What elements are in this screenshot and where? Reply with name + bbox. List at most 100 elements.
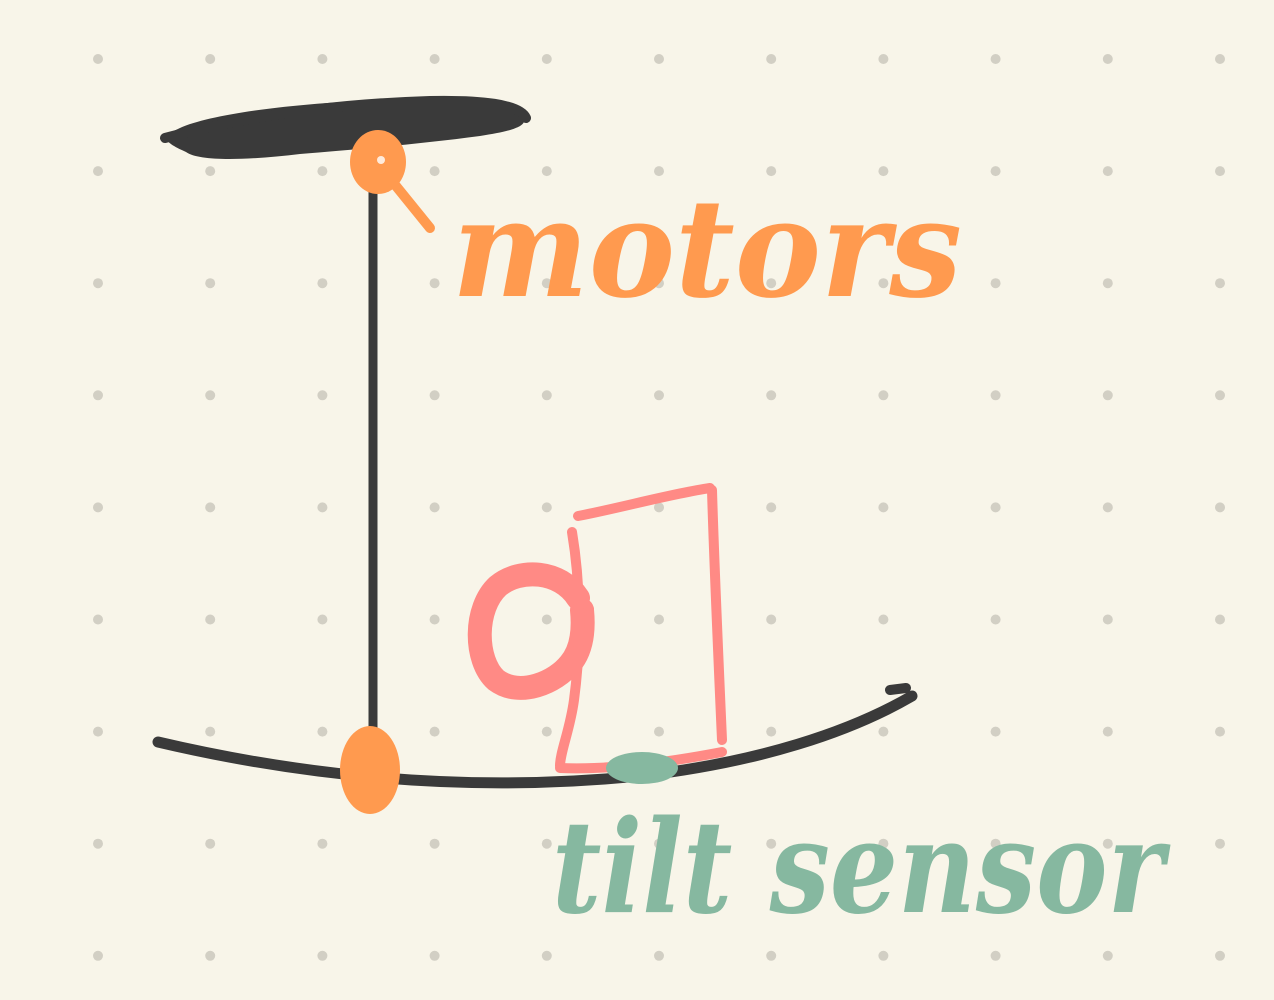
top-motor-pointer (391, 181, 435, 233)
grid-dot (766, 726, 777, 737)
grid-dot (93, 614, 103, 625)
grid-dot (205, 614, 216, 625)
grid-dot (1102, 166, 1113, 177)
tilt-sensor (606, 752, 678, 784)
grid-dot (541, 54, 552, 64)
grid-dot (1102, 838, 1113, 849)
box-top-edge (573, 483, 715, 521)
grid-dot (317, 278, 328, 289)
grid-dot (1102, 614, 1113, 625)
grid-dot (766, 390, 777, 401)
top-motor-hub (377, 156, 385, 164)
grid-dot (990, 950, 1001, 961)
grid-dot (93, 54, 103, 64)
grid-dot (766, 950, 777, 961)
grid-dot (878, 950, 889, 961)
grid-dot (429, 726, 440, 737)
grid-dot (766, 502, 777, 513)
grid-dot (654, 726, 664, 737)
grid-dot (654, 54, 664, 64)
grid-dot (1215, 726, 1225, 737)
grid-dot (1102, 278, 1113, 289)
grid-dot (654, 278, 664, 289)
grid-dot (541, 502, 552, 513)
grid-dot (205, 54, 216, 64)
grid-dot (1215, 838, 1225, 849)
grid-dot (878, 838, 889, 849)
bottom-beam (152, 690, 918, 789)
grid-dot (878, 278, 889, 289)
grid-dot (654, 614, 664, 625)
grid-dot (541, 838, 552, 849)
grid-dot (205, 166, 216, 177)
grid-dot (541, 614, 552, 625)
grid-dot (1215, 166, 1225, 177)
grid-dot (766, 166, 777, 177)
grid-dot (1215, 502, 1225, 513)
tilt-sensor-label: tilt sensor (552, 793, 1171, 943)
grid-dot (541, 278, 552, 289)
grid-dot (990, 726, 1001, 737)
grid-dot (878, 614, 889, 625)
grid-dot (990, 614, 1001, 625)
grid-dot (317, 54, 328, 64)
grid-dot (541, 166, 552, 177)
grid-dot (205, 502, 216, 513)
grid-dot (93, 166, 103, 177)
top-rotor-stroke (160, 95, 531, 143)
grid-dot (429, 166, 440, 177)
top-motor (350, 130, 435, 233)
grid-dot (205, 726, 216, 737)
grid-dot (205, 838, 216, 849)
grid-dot (766, 614, 777, 625)
grid-dot (990, 278, 1001, 289)
grid-dot (1102, 950, 1113, 961)
grid-dot (541, 390, 552, 401)
hand-finger (555, 527, 585, 771)
grid-dot (93, 726, 103, 737)
grid-dot (541, 726, 552, 737)
motors-label: motors (452, 169, 962, 329)
box-right-edge (707, 485, 727, 745)
grid-dot (654, 166, 664, 177)
grid-dot (1215, 950, 1225, 961)
grid-dot (1102, 502, 1113, 513)
grid-dot (1102, 726, 1113, 737)
grid-dot (205, 390, 216, 401)
grid-dot (429, 614, 440, 625)
top-rotor (160, 95, 531, 159)
grid-dot (429, 838, 440, 849)
grid-dot (990, 502, 1001, 513)
grid-dot (1102, 390, 1113, 401)
grid-dot (878, 502, 889, 513)
grid-dot (93, 390, 103, 401)
grid-dot (1215, 390, 1225, 401)
grid-dot (990, 166, 1001, 177)
grid-dot (654, 502, 664, 513)
grid-dot (429, 54, 440, 64)
grid-dot (541, 950, 552, 961)
grid-dot (654, 390, 664, 401)
grid-dot (766, 838, 777, 849)
grid-dot (1215, 278, 1225, 289)
grid-dot (93, 278, 103, 289)
grid-dot (878, 726, 889, 737)
grid-dot (1102, 54, 1113, 64)
grid-dot (93, 838, 103, 849)
grid-dot (878, 54, 889, 64)
grid-dot (654, 950, 664, 961)
bottom-beam-tip (885, 683, 911, 695)
grid-dot (317, 726, 328, 737)
grid-dot (317, 838, 328, 849)
grid-dot (990, 838, 1001, 849)
hand-loop (467, 562, 595, 700)
grid-dot (429, 278, 440, 289)
grid-dot (990, 54, 1001, 64)
grid-dot (766, 54, 777, 64)
grid-dot (317, 614, 328, 625)
grid-dot (317, 950, 328, 961)
grid-dot (878, 166, 889, 177)
grid-dot (317, 502, 328, 513)
grid-dot (93, 502, 103, 513)
